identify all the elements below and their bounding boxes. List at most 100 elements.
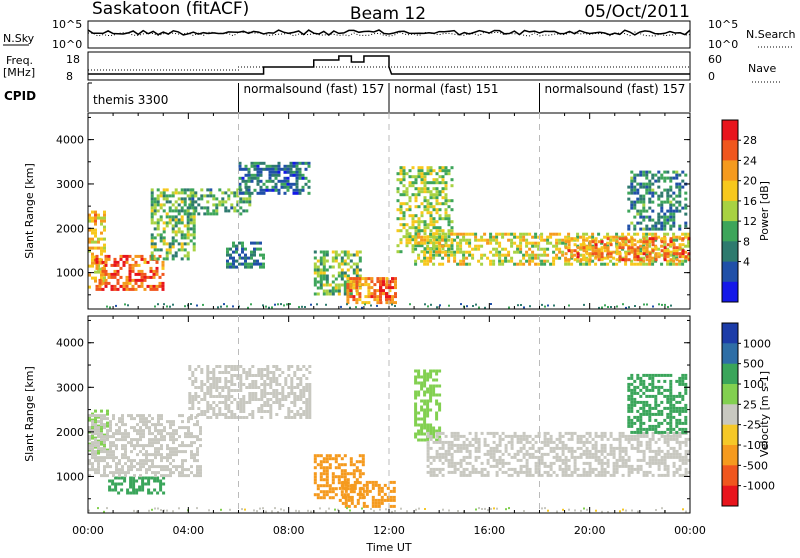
data-cell xyxy=(165,248,169,252)
data-cell xyxy=(459,461,463,465)
data-cell xyxy=(411,175,415,179)
data-cell xyxy=(109,444,112,448)
data-cell xyxy=(660,458,664,462)
data-cell xyxy=(145,459,148,463)
data-cell xyxy=(525,259,529,263)
data-cell xyxy=(582,249,586,253)
data-cell xyxy=(356,501,360,505)
data-cell xyxy=(349,280,353,284)
data-cell xyxy=(385,283,389,287)
data-cell xyxy=(271,173,275,177)
data-cell xyxy=(155,287,159,291)
data-cell xyxy=(504,259,508,263)
data-cell xyxy=(172,438,175,442)
data-cell xyxy=(501,452,505,456)
data-cell xyxy=(361,460,365,464)
data-cell xyxy=(230,191,234,195)
data-cell xyxy=(411,235,415,239)
data-cell xyxy=(140,269,144,273)
data-cell xyxy=(687,244,691,248)
data-cell xyxy=(95,257,99,261)
data-cell xyxy=(160,465,163,469)
data-cell xyxy=(313,292,317,296)
data-cell xyxy=(627,209,631,213)
data-cell xyxy=(468,253,472,257)
data-cell xyxy=(334,286,338,290)
data-cell xyxy=(642,252,646,256)
data-cell xyxy=(474,458,478,462)
data-cell xyxy=(678,173,682,177)
data-cell xyxy=(519,467,523,471)
data-cell xyxy=(224,407,228,410)
data-cell xyxy=(289,182,293,186)
data-cell xyxy=(380,495,384,499)
data-cell xyxy=(651,473,655,477)
data-cell xyxy=(242,368,246,371)
data-cell xyxy=(177,209,181,213)
data-cell xyxy=(388,289,392,293)
data-cell xyxy=(669,412,673,416)
data-cell xyxy=(612,256,616,260)
data-cell xyxy=(501,470,505,474)
data-cell xyxy=(171,254,175,258)
data-cell xyxy=(483,452,487,456)
data-cell xyxy=(432,470,436,474)
data-cell xyxy=(681,232,685,236)
data-cell xyxy=(447,253,451,257)
data-cell xyxy=(435,235,439,239)
data-cell xyxy=(221,203,225,207)
data-cell xyxy=(189,227,193,231)
data-cell xyxy=(579,258,583,262)
data-cell xyxy=(570,449,574,453)
data-cell xyxy=(328,490,332,494)
data-cell xyxy=(684,259,688,263)
data-cell xyxy=(666,249,670,253)
data-cell xyxy=(250,161,254,165)
cpid-label: CPID xyxy=(4,89,36,103)
data-cell xyxy=(142,453,145,457)
data-cell xyxy=(513,241,517,245)
data-cell xyxy=(567,246,571,250)
data-cell xyxy=(669,452,673,456)
data-cell xyxy=(97,471,100,475)
data-cell xyxy=(226,262,229,266)
data-cell xyxy=(226,250,229,254)
data-cell xyxy=(618,452,622,456)
data-cell xyxy=(266,383,270,386)
data-cell xyxy=(423,181,427,185)
data-cell xyxy=(405,232,409,236)
data-cell xyxy=(274,170,278,174)
data-cell xyxy=(298,188,302,192)
data-cell xyxy=(642,197,646,201)
data-cell xyxy=(663,434,667,438)
data-cell xyxy=(423,378,427,382)
data-cell xyxy=(94,429,97,433)
data-cell xyxy=(492,431,496,435)
data-cell xyxy=(100,459,103,463)
data-cell xyxy=(241,191,245,195)
data-cell xyxy=(459,446,463,450)
data-cell xyxy=(645,255,649,259)
data-cell xyxy=(334,259,338,263)
data-cell xyxy=(594,449,598,453)
data-cell xyxy=(591,240,595,244)
data-cell xyxy=(516,434,520,438)
data-cell xyxy=(157,507,159,510)
data-cell xyxy=(510,244,514,248)
data-cell xyxy=(174,209,178,213)
data-cell xyxy=(687,437,691,441)
data-cell xyxy=(531,244,535,248)
data-cell xyxy=(564,467,568,471)
data-cell xyxy=(159,236,163,240)
data-cell xyxy=(567,249,571,253)
data-cell xyxy=(651,434,655,438)
data-cell xyxy=(133,429,136,433)
data-cell xyxy=(627,418,631,422)
data-cell xyxy=(168,242,172,246)
data-cell xyxy=(290,410,294,413)
data-cell xyxy=(657,473,661,477)
data-cell xyxy=(230,368,234,371)
data-cell xyxy=(131,263,135,267)
data-cell xyxy=(636,391,640,395)
data-cell xyxy=(666,215,670,219)
